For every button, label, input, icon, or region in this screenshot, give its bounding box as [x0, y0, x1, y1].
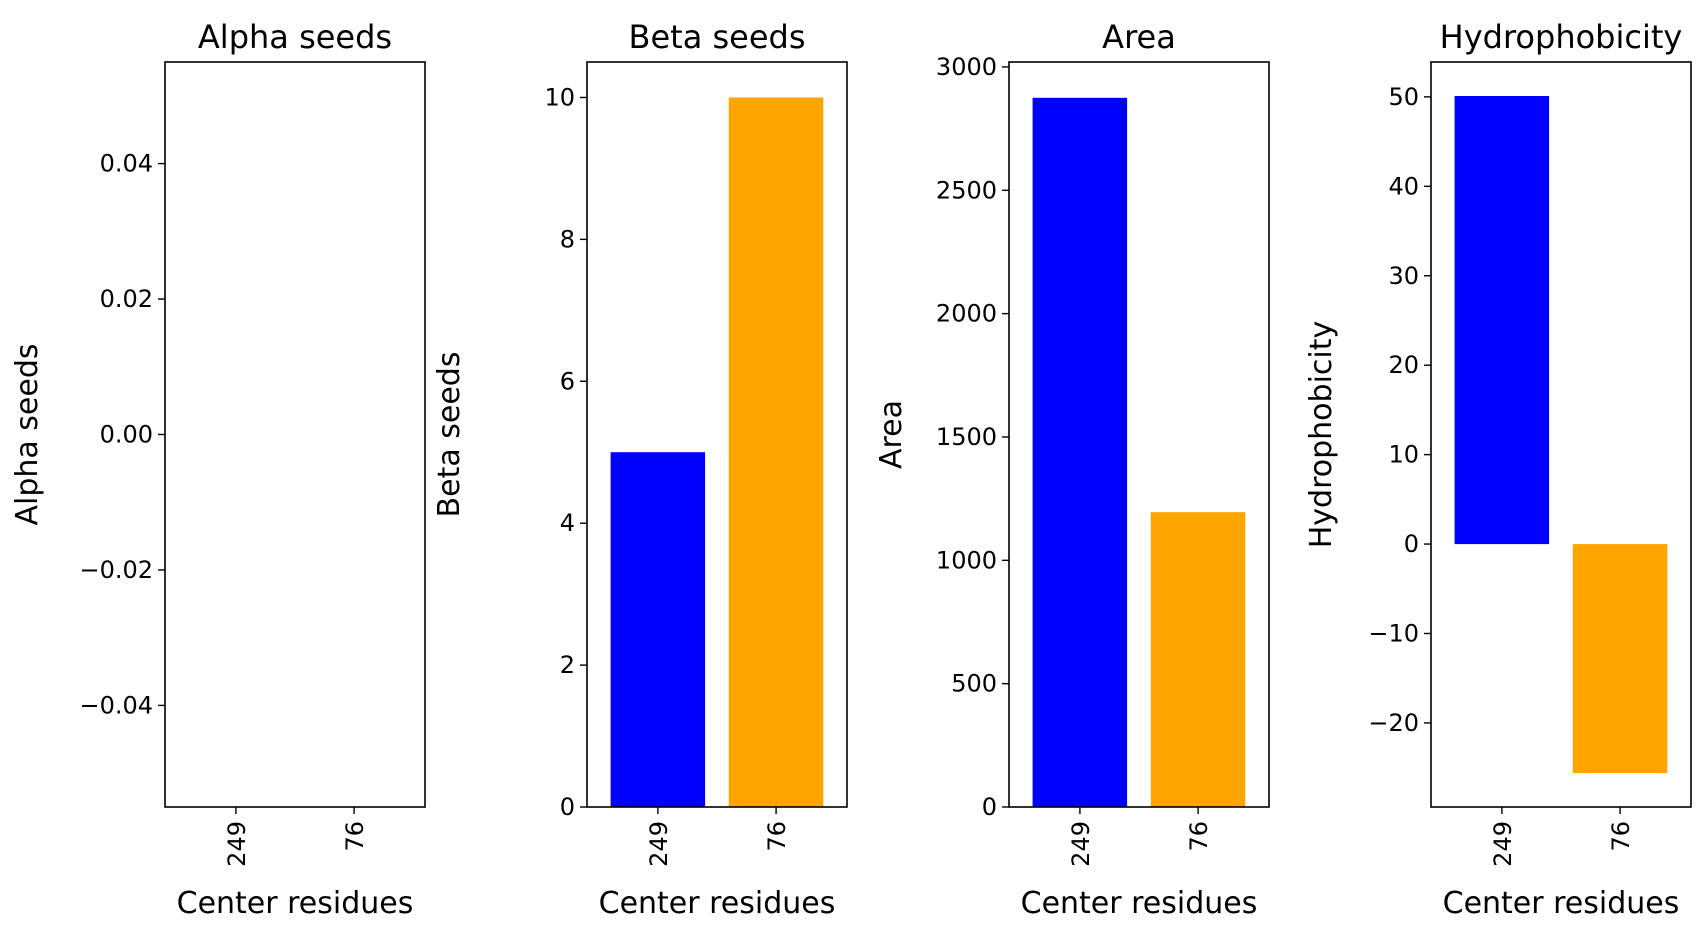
y-tick-label: 2000: [936, 300, 997, 328]
y-tick-label: −20: [1368, 709, 1419, 737]
panel-title: Hydrophobicity: [1440, 18, 1683, 56]
bar-249: [1032, 97, 1128, 808]
axes-frame: [1008, 61, 1270, 808]
x-tick-label: 249: [1489, 821, 1517, 867]
panel-title: Alpha seeds: [198, 18, 392, 56]
bar-249: [1454, 96, 1550, 545]
x-tick-label: 249: [223, 821, 251, 867]
panel-alpha-seeds: −0.04 −0.02 0.00 0.02 0.04 249 76 Alpha seeds Ce…: [10, 18, 426, 921]
panel-beta-seeds: 0 2 4 6 8 10 249 76 Beta seeds Center residues Bet…: [432, 18, 848, 921]
y-tick-label: 0.02: [100, 285, 153, 313]
bar-76: [1572, 544, 1668, 774]
y-tick-label: 30: [1388, 262, 1419, 290]
y-tick-label: 0: [1404, 530, 1419, 558]
x-axis-label: Center residues: [599, 886, 836, 921]
y-tick-label: −0.02: [79, 556, 153, 584]
x-axis-label: Center residues: [1443, 886, 1680, 921]
y-tick-label: 10: [1388, 441, 1419, 469]
panel-title: Area: [1102, 18, 1176, 56]
x-tick-label: 76: [1607, 821, 1635, 852]
y-tick-label: 500: [951, 670, 997, 698]
x-tick-label: 76: [1185, 821, 1213, 852]
axes-frame: [1430, 61, 1692, 808]
y-axis-label: Beta seeds: [432, 352, 467, 518]
y-axis-label: Alpha seeds: [10, 343, 45, 525]
y-tick-label: 1000: [936, 546, 997, 574]
panel-hydrophobicity: −20 −10 0 10 20 30 40 50 249 76 Hydrophobicity Cent…: [1304, 18, 1692, 921]
bar-249: [610, 452, 706, 807]
panel-title: Beta seeds: [629, 18, 806, 56]
y-tick-label: 0.04: [100, 150, 153, 178]
y-tick-label: 8: [560, 225, 575, 253]
y-tick-label: 3000: [936, 53, 997, 81]
y-tick-label: 0: [560, 793, 575, 821]
y-tick-label: 0: [982, 793, 997, 821]
y-tick-label: −0.04: [79, 691, 153, 719]
x-tick-label: 76: [763, 821, 791, 852]
y-axis-label: Hydrophobicity: [1304, 321, 1339, 549]
y-tick-label: 6: [560, 367, 575, 395]
x-tick-label: 249: [1067, 821, 1095, 867]
y-tick-label: 2500: [936, 176, 997, 204]
x-axis-label: Center residues: [1021, 886, 1258, 921]
axes-frame: [586, 61, 848, 808]
x-tick-label: 76: [341, 821, 369, 852]
bar-76: [728, 97, 824, 807]
y-tick-label: 50: [1388, 83, 1419, 111]
x-axis-label: Center residues: [177, 886, 414, 921]
y-axis-label: Area: [874, 400, 909, 469]
y-tick-label: 0.00: [100, 421, 153, 449]
y-tick-label: 10: [544, 83, 575, 111]
y-tick-label: 40: [1388, 172, 1419, 200]
y-tick-label: 2: [560, 651, 575, 679]
y-tick-label: 4: [560, 509, 575, 537]
x-tick-label: 249: [645, 821, 673, 867]
bar-76: [1150, 512, 1246, 807]
y-tick-label: 1500: [936, 423, 997, 451]
panel-area: 0 500 1000 1500 2000 2500 3000 249 76 Area Center …: [874, 18, 1270, 921]
y-tick-label: 20: [1388, 351, 1419, 379]
y-tick-label: −10: [1368, 619, 1419, 647]
